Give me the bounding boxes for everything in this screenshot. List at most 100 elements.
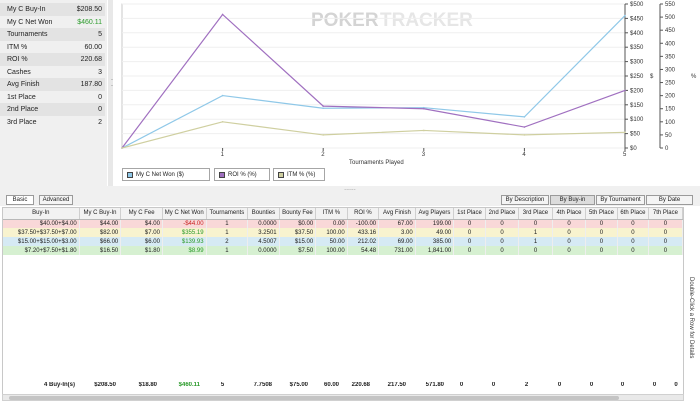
table-cell: $66.00 — [79, 237, 122, 246]
column-header[interactable]: Bounty Fee — [279, 208, 317, 220]
left-axis-unit: $ — [650, 74, 654, 80]
table-cell: 212.02 — [347, 237, 380, 246]
table-cell: 54.48 — [347, 246, 380, 255]
table-cell: -100.00 — [347, 219, 380, 228]
data-point — [523, 126, 526, 128]
legend-item-net-won[interactable]: My C Net Won ($) — [122, 168, 210, 181]
stat-value: 187.80 — [80, 81, 102, 88]
table-cell: 199.00 — [415, 219, 455, 228]
table-row[interactable]: $7.20+$7.50+$1.80 $16.50 $1.80 $8.99 1 0.0000… — [3, 246, 683, 255]
table-cell: 0.0000 — [247, 219, 280, 228]
stat-label: Cashes — [7, 68, 31, 76]
totals-cell: 0 — [589, 382, 594, 388]
column-header[interactable]: 1st Place — [453, 208, 486, 220]
column-header[interactable]: Bounties — [247, 208, 280, 220]
splitter-grip: ...... — [344, 185, 356, 192]
table-cell: 67.00 — [378, 219, 416, 228]
table-row[interactable]: $37.50+$37.50+$7.00 $82.00 $7.00 $355.19 1 3.… — [3, 228, 683, 237]
right-axis-tick-label: 300 — [665, 67, 676, 73]
table-cell: 100.00 — [315, 246, 348, 255]
column-header[interactable]: ITM % — [315, 208, 348, 220]
data-point — [322, 134, 324, 136]
table-cell: 0 — [682, 219, 683, 228]
roi-swatch — [219, 171, 225, 178]
table-cell: 0 — [648, 219, 683, 228]
tab-advanced[interactable]: Advanced — [39, 195, 73, 205]
column-header[interactable]: Avg Finish — [378, 208, 416, 220]
watermark-poker: POKER — [311, 10, 379, 31]
data-point — [523, 116, 526, 118]
data-point — [322, 107, 324, 110]
stat-value: $460.11 — [77, 18, 102, 26]
table-row[interactable]: $40.00+$4.00 $44.00 $4.00 -$44.00 1 0.0000 $0.… — [3, 219, 683, 228]
table-cell: $0.00 — [279, 219, 317, 228]
tab-basic[interactable]: Basic — [6, 195, 34, 205]
stats-panel: My C Buy-In $208.50 My C Net Won $460.11 Tou… — [0, 0, 107, 186]
scrollbar-thumb[interactable] — [9, 396, 619, 400]
stat-value: 220.68 — [80, 56, 102, 63]
legend-item-itm[interactable]: ITM % (%) — [273, 168, 325, 181]
table-cell: 4.5007 — [247, 237, 280, 246]
table-cell: 0 — [453, 246, 486, 255]
totals-cell: 0 — [652, 382, 657, 388]
table-cell: 0 — [682, 246, 683, 255]
table-cell: -$44.00 — [162, 219, 207, 228]
table-cell: 0 — [485, 246, 520, 255]
column-header[interactable]: 5th Place — [585, 208, 618, 220]
tab-by-tournament[interactable]: By Tournament — [596, 195, 645, 205]
column-header[interactable]: 4th Place — [552, 208, 587, 220]
table-cell: $7.50 — [279, 246, 317, 255]
horizontal-scrollbar[interactable] — [2, 394, 684, 401]
horizontal-splitter[interactable]: ...... — [0, 185, 700, 194]
tab-by-date[interactable]: By Date — [646, 195, 693, 205]
table-cell: $37.50+$37.50+$7.00 — [3, 228, 80, 237]
table-row[interactable]: $15.00+$15.00+$3.00 $66.00 $6.00 $139.93 2 4.… — [3, 237, 683, 246]
table-cell: 0 — [518, 246, 553, 255]
column-header[interactable]: 3rd Place — [518, 208, 553, 220]
stat-label: 2nd Place — [7, 106, 39, 113]
x-axis-label: Tournaments Played — [349, 160, 404, 166]
column-header[interactable]: 2nd Place — [485, 208, 520, 220]
column-header[interactable]: ROI % — [347, 208, 380, 220]
table-cell: 0.0000 — [247, 246, 280, 255]
table-cell: $1.80 — [120, 246, 163, 255]
column-header[interactable]: Buy-In — [3, 208, 80, 220]
table-cell: $44.00 — [79, 219, 122, 228]
left-axis-tick-label: $450 — [630, 16, 644, 22]
column-header[interactable]: 6th Place — [617, 208, 650, 220]
stat-row: 1st Place 0 — [0, 91, 105, 104]
column-header[interactable]: My C Fee — [120, 208, 163, 220]
stat-value: 0 — [98, 93, 102, 101]
legend-item-roi[interactable]: ROI % (%) — [214, 168, 270, 181]
totals-cell: $208.50 — [94, 382, 116, 388]
left-axis-tick-label: $300 — [630, 60, 644, 66]
column-header[interactable]: 8 — [682, 208, 683, 220]
data-point — [423, 129, 425, 132]
table-cell: 0 — [585, 246, 618, 255]
tab-by-buy-in[interactable]: By Buy-in — [550, 195, 595, 205]
chart-area: POKER TRACKER $0 $50 $100 $150 $200 $250 $300 $35… — [113, 0, 700, 186]
table-cell: 0 — [552, 237, 587, 246]
totals-cell: 0 — [459, 382, 464, 388]
table-cell: 0 — [617, 246, 650, 255]
left-axis-tick-label: $200 — [630, 88, 644, 94]
column-header[interactable]: My C Net Won — [162, 208, 207, 220]
right-axis-tick-label: 150 — [665, 107, 676, 113]
stat-label: My C Buy-In — [7, 6, 46, 13]
left-axis-tick-label: $350 — [630, 45, 644, 51]
column-header[interactable]: Avg Players — [415, 208, 455, 220]
series-line-1 — [121, 13, 626, 149]
double-click-hint: Double-Click a Row for Details — [688, 277, 694, 359]
table-cell: 0 — [617, 228, 650, 237]
performance-chart: POKER TRACKER$0$50$100$150$200$250$300$35… — [121, 2, 697, 166]
data-point — [624, 89, 626, 92]
totals-cell: 60.00 — [323, 382, 339, 388]
right-axis-tick-label: 550 — [665, 2, 676, 8]
legend-label: ITM % (%) — [287, 171, 316, 178]
column-header[interactable]: 7th Place — [648, 208, 683, 220]
stat-row: 3rd Place 2 — [0, 116, 105, 129]
stat-row: Cashes 3 — [0, 66, 105, 79]
column-header[interactable]: Tournaments — [206, 208, 249, 220]
tab-by-description[interactable]: By Description — [501, 195, 549, 205]
column-header[interactable]: My C Buy-In — [79, 208, 122, 220]
